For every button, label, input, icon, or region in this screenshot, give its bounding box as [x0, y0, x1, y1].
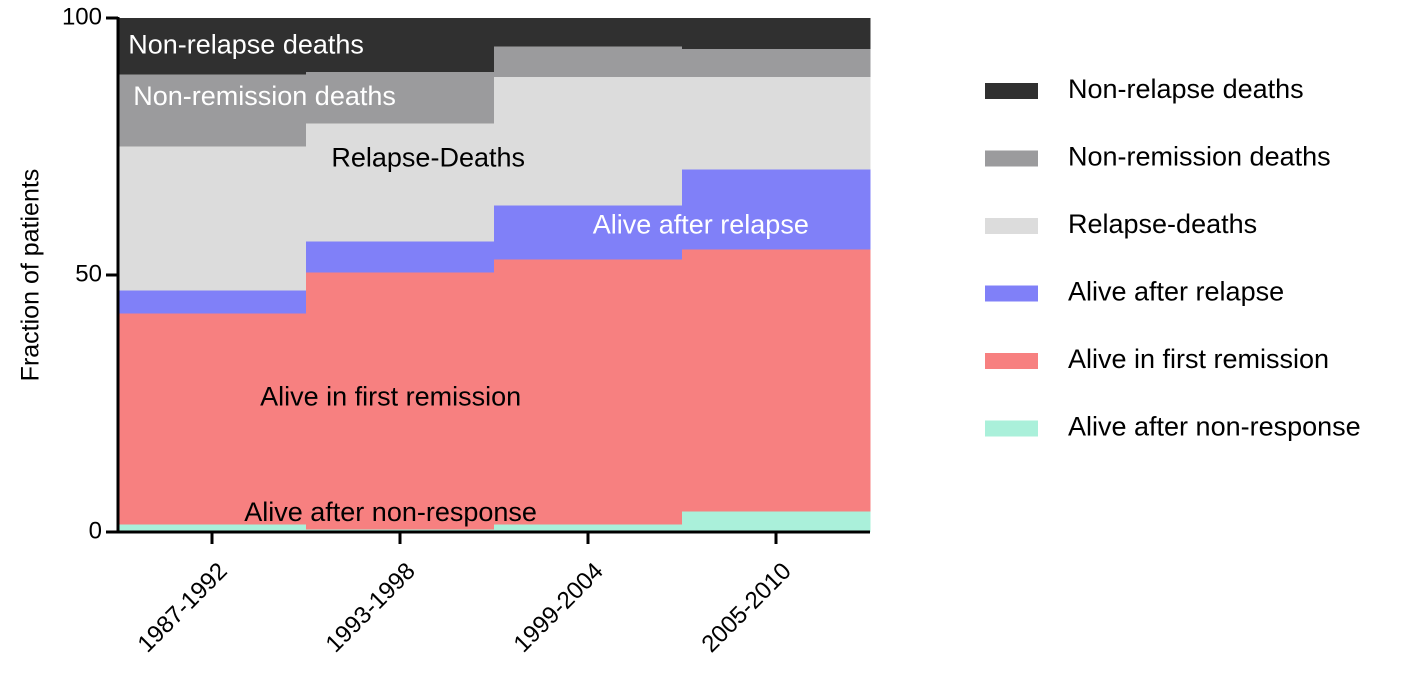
x-tick-label-1987-1992: 1987-1992 — [132, 558, 232, 658]
x-tick-label-2005-2010: 2005-2010 — [696, 558, 796, 658]
annotation-alive-after-relapse: Alive after relapse — [593, 209, 809, 239]
bar-relapse-deaths-1999-2004 — [494, 77, 683, 206]
legend-swatch-non-relapse-deaths — [985, 83, 1038, 99]
bar-alive-after-non-response-2005-2010 — [682, 511, 871, 532]
bar-non-relapse-deaths-2005-2010 — [682, 18, 871, 49]
bar-alive-after-relapse-1987-1992 — [118, 290, 307, 314]
y-tick-label-0: 0 — [89, 517, 102, 544]
bar-relapse-deaths-2005-2010 — [682, 77, 871, 170]
bar-non-relapse-deaths-1987-1992 — [118, 18, 307, 75]
bar-alive-after-relapse-1999-2004 — [494, 205, 683, 260]
legend-label-relapse-deaths: Relapse-deaths — [1068, 209, 1257, 239]
bar-alive-in-first-remission-1993-1998 — [306, 272, 495, 530]
legend: Non-relapse deaths Non-remission deaths Re… — [985, 74, 1361, 442]
bar-alive-after-non-response-1987-1992 — [118, 524, 307, 532]
annotation-alive-after-non-response: Alive after non-response — [244, 497, 537, 527]
legend-swatch-non-remission-deaths — [985, 150, 1038, 167]
legend-swatch-alive-in-first-remission — [985, 353, 1038, 369]
legend-swatch-relapse-deaths — [985, 218, 1038, 234]
bar-alive-in-first-remission-1987-1992 — [118, 313, 307, 525]
bar-non-relapse-deaths-1993-1998 — [306, 18, 495, 72]
legend-label-alive-in-first-remission: Alive in first remission — [1068, 344, 1329, 374]
bar-relapse-deaths-1987-1992 — [118, 146, 307, 291]
legend-swatch-alive-after-relapse — [985, 285, 1038, 302]
bar-non-remission-deaths-1987-1992 — [118, 74, 307, 147]
y-tick-label-100: 100 — [62, 3, 102, 30]
annotation-non-relapse-deaths: Non-relapse deaths — [128, 29, 364, 59]
annotation-alive-in-first-remission: Alive in first remission — [260, 381, 521, 411]
bar-relapse-deaths-1993-1998 — [306, 123, 495, 242]
legend-label-alive-after-relapse: Alive after relapse — [1068, 277, 1284, 307]
y-axis-label: Fraction of patients — [17, 169, 45, 382]
annotation-non-remission-deaths: Non-remission deaths — [133, 81, 396, 111]
bar-non-remission-deaths-1993-1998 — [306, 71, 495, 124]
bar-non-remission-deaths-2005-2010 — [682, 48, 871, 78]
bar-alive-after-relapse-1993-1998 — [306, 241, 495, 273]
legend-label-non-relapse-deaths: Non-relapse deaths — [1068, 74, 1304, 104]
bar-non-remission-deaths-1999-2004 — [494, 46, 683, 78]
bar-alive-in-first-remission-2005-2010 — [682, 249, 871, 512]
y-tick-label-50: 50 — [75, 260, 102, 287]
bars-layer — [118, 18, 871, 532]
legend-label-alive-after-non-response: Alive after non-response — [1068, 412, 1361, 442]
bar-alive-after-relapse-2005-2010 — [682, 169, 871, 250]
legend-swatch-alive-after-non-response — [985, 420, 1038, 437]
legend-label-non-remission-deaths: Non-remission deaths — [1068, 142, 1331, 172]
annotations-layer: Non-relapse deaths Non-remission deaths Re… — [128, 29, 809, 527]
bar-alive-after-non-response-1999-2004 — [494, 524, 683, 532]
annotation-relapse-deaths: Relapse-Deaths — [331, 142, 525, 172]
x-tick-label-1999-2004: 1999-2004 — [508, 558, 608, 658]
bar-non-relapse-deaths-1999-2004 — [494, 18, 683, 47]
x-tick-label-1993-1998: 1993-1998 — [320, 558, 420, 658]
bar-alive-in-first-remission-1999-2004 — [494, 259, 683, 525]
